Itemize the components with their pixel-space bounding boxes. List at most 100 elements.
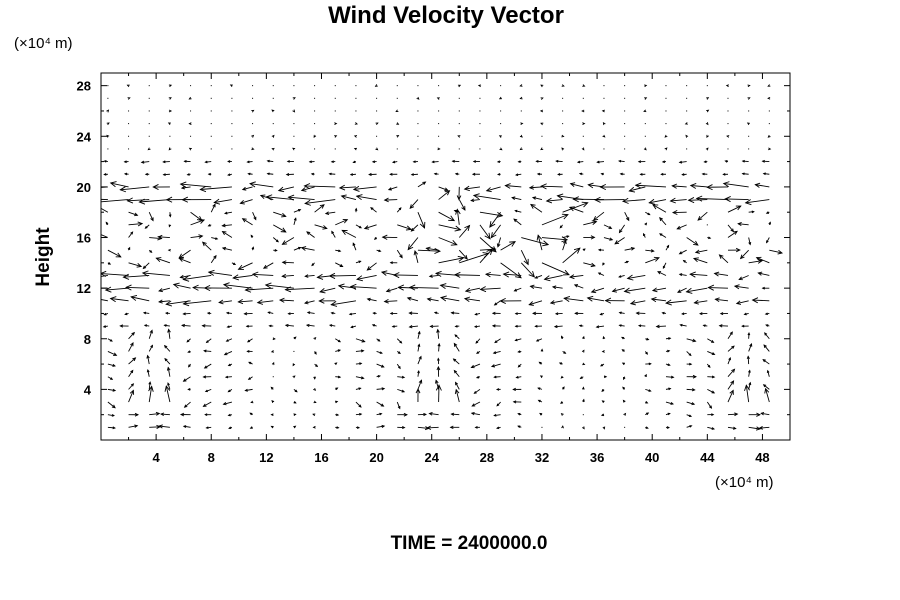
- wind-vector: [592, 211, 605, 221]
- wind-vector: [622, 399, 626, 403]
- wind-vector: [576, 160, 584, 164]
- wind-vector: [539, 375, 543, 379]
- wind-vector: [659, 217, 667, 226]
- wind-vector: [338, 184, 356, 191]
- wind-vector: [438, 190, 451, 200]
- wind-vector: [453, 271, 480, 278]
- wind-vector: [293, 246, 302, 251]
- wind-vector: [417, 212, 426, 229]
- wind-vector: [685, 134, 689, 138]
- wind-vector: [376, 97, 378, 99]
- wind-vector: [205, 338, 212, 344]
- wind-vector: [397, 412, 408, 417]
- wind-vector: [241, 186, 253, 191]
- x-tick-label: 12: [259, 450, 273, 465]
- wind-vector: [535, 338, 543, 342]
- wind-vector: [603, 148, 605, 150]
- wind-vector: [417, 85, 419, 87]
- wind-vector: [706, 97, 710, 100]
- wind-vector: [681, 173, 687, 176]
- wind-vector: [181, 196, 212, 203]
- wind-vector: [437, 147, 441, 151]
- wind-vector: [601, 350, 605, 353]
- wind-vector: [530, 203, 543, 213]
- wind-vector: [376, 375, 381, 378]
- wind-vector: [396, 207, 402, 213]
- wind-vector: [250, 234, 254, 238]
- wind-vector: [251, 134, 255, 138]
- wind-vector: [292, 109, 296, 113]
- wind-vector: [643, 109, 647, 113]
- wind-vector: [334, 122, 338, 126]
- wind-vector: [251, 246, 255, 251]
- wind-vector: [453, 209, 460, 213]
- wind-vector: [453, 369, 460, 378]
- wind-vector: [574, 311, 584, 316]
- wind-vector: [222, 401, 233, 406]
- wind-vector: [172, 282, 191, 289]
- wind-vector: [281, 237, 295, 245]
- y-axis-ticks: 4 8 12 16 20 24 28: [77, 79, 790, 416]
- wind-vector: [600, 413, 605, 417]
- wind-vector: [433, 172, 439, 176]
- wind-vector: [158, 287, 171, 293]
- wind-vector: [645, 412, 650, 416]
- y-axis-unit-label: (×10⁴ m): [14, 35, 73, 52]
- wind-vector: [410, 224, 419, 232]
- wind-vector: [665, 349, 671, 353]
- wind-vector: [458, 97, 460, 99]
- wind-vector: [293, 123, 295, 125]
- wind-vector: [128, 389, 135, 403]
- wind-vector: [281, 260, 294, 265]
- wind-vector: [762, 384, 770, 390]
- wind-vector: [582, 84, 586, 87]
- wind-vector: [766, 237, 770, 244]
- wind-vector: [493, 375, 501, 379]
- wind-vector: [727, 345, 735, 352]
- wind-vector: [624, 260, 630, 264]
- wind-vector: [706, 134, 709, 139]
- wind-vector: [141, 270, 170, 277]
- wind-vector: [148, 123, 150, 125]
- wind-vector: [188, 96, 192, 100]
- wind-vector: [144, 224, 150, 229]
- wind-vector: [681, 312, 687, 316]
- wind-vector: [292, 363, 296, 367]
- wind-vector: [149, 411, 161, 416]
- wind-vector: [722, 181, 749, 188]
- wind-vector: [181, 323, 191, 328]
- wind-vector: [311, 262, 315, 267]
- wind-vector: [292, 147, 296, 151]
- wind-vector: [438, 255, 465, 264]
- wind-vector: [319, 287, 336, 294]
- wind-vector: [190, 211, 203, 222]
- wind-vector: [645, 249, 655, 253]
- wind-vector: [735, 300, 749, 305]
- wind-vector: [396, 363, 401, 370]
- wind-vector: [271, 134, 275, 138]
- wind-vector: [164, 357, 171, 365]
- wind-vector: [762, 359, 770, 365]
- wind-vector: [499, 297, 522, 304]
- wind-vector: [665, 387, 672, 391]
- wind-vector: [624, 246, 636, 251]
- wind-vector: [146, 368, 150, 377]
- wind-vector: [727, 389, 734, 403]
- wind-vector: [597, 272, 605, 276]
- wind-vector: [106, 109, 110, 113]
- wind-vector: [603, 237, 614, 241]
- wind-vector: [186, 173, 191, 176]
- wind-vector: [624, 85, 626, 87]
- wind-vector: [718, 324, 729, 328]
- wind-vector: [747, 332, 751, 339]
- wind-vector: [500, 241, 517, 251]
- wind-vector: [645, 388, 652, 392]
- wind-vector: [645, 362, 652, 366]
- wind-vector: [163, 324, 170, 327]
- wind-vector: [470, 363, 481, 369]
- wind-vector: [148, 135, 150, 137]
- wind-vector: [495, 388, 501, 391]
- wind-vector: [458, 123, 460, 125]
- wind-vector: [686, 110, 688, 112]
- wind-vector: [308, 160, 315, 164]
